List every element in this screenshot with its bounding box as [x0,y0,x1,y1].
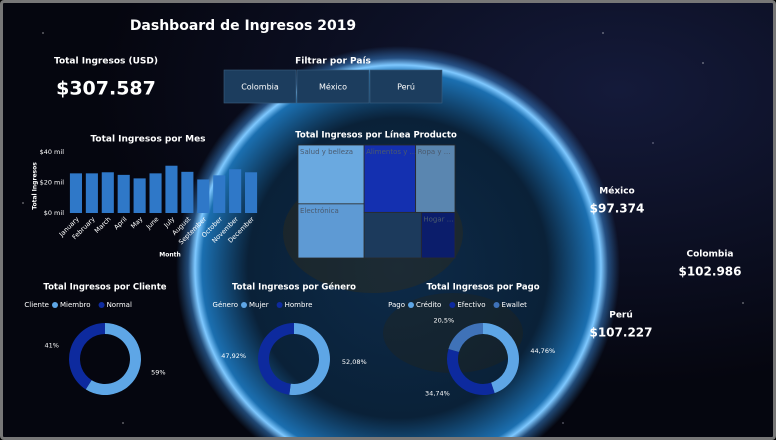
legend-label: Crédito [416,301,441,309]
legend-title: Género [213,301,238,309]
treemap-label: Alimentos y ... [366,148,416,156]
chart-title: Total Ingresos por Cliente [43,283,166,293]
y-tick-label: $0 mil [44,209,64,217]
x-tick-label: March [93,215,113,235]
treemap-tile [297,144,365,205]
legend-label: Normal [107,301,132,309]
legend-label: Efectivo [457,301,485,309]
kpi-label: Total Ingresos (USD) [54,57,158,67]
donut-slice [289,323,331,396]
data-label: 59% [151,368,165,376]
legend-label: Miembro [60,301,91,309]
y-tick-label: $40 mil [40,148,65,156]
treemap-label: Hogar ... [423,215,453,223]
legend-marker [52,302,58,308]
data-label: 44,76% [530,347,555,355]
canvas: Dashboard de Ingresos 2019 Total Ingreso… [24,18,741,398]
kpi-value: $307.587 [56,78,156,100]
bar [69,173,83,213]
legend-marker [449,302,456,308]
legend-marker [493,302,500,308]
chart-title: Total Ingresos por Mes [90,135,205,145]
country-value: $97.374 [590,202,645,216]
donut-slice [447,348,495,396]
x-tick-label: June [144,215,160,231]
filter-button[interactable] [296,69,370,104]
legend-marker [408,302,414,308]
legend-marker [98,302,105,308]
chart-title: Total Ingresos por Línea Producto [295,131,457,141]
bar [197,179,210,213]
treemap-tile [297,203,365,259]
treemap-tile [420,211,456,259]
donut-slice [258,323,294,395]
dashboard-title: Dashboard de Ingresos 2019 [130,18,356,34]
filter-button-label[interactable]: México [319,82,347,92]
donut-slice [85,323,142,395]
donut-slice [69,323,105,390]
treemap-tile [363,211,422,259]
legend-label: Mujer [249,301,269,309]
bar [117,174,130,213]
bar [85,173,98,213]
treemap-tile [363,144,417,213]
bar [244,172,258,213]
data-label: 52,08% [342,358,367,366]
data-label: 34,74% [425,390,450,398]
treemap-tile [415,144,456,213]
bar [213,175,226,213]
legend-marker [241,302,247,308]
chart-title: Total Ingresos por Pago [426,283,539,293]
bar [101,172,114,213]
bar [165,165,178,213]
bar [133,178,146,213]
legend-title: Pago [388,301,405,309]
chart-title: Total Ingresos por Género [232,282,356,293]
treemap-label: Electrónica [300,207,339,215]
treemap-label: Salud y belleza [300,148,353,156]
filter-title: Filtrar por País [295,57,371,67]
donut-slice [448,323,483,353]
data-label: 47,92% [221,352,246,360]
data-label: 20,5% [434,317,455,325]
country-value: $102.986 [678,265,741,279]
filter-button[interactable] [223,69,297,104]
data-label: 41% [44,342,58,350]
city-lights [383,293,523,373]
y-axis-label: Total Ingresos [32,162,39,210]
country-value: $107.227 [589,326,652,340]
legend-title: Cliente [24,301,49,309]
country-name: México [599,186,634,197]
donut-slice [483,322,520,394]
bar [181,171,194,213]
bar [229,169,242,213]
filter-button-label[interactable]: Colombia [241,83,279,92]
country-name: Perú [609,311,633,321]
treemap-label: Ropa y ... [418,148,451,156]
x-tick-label: April [112,215,128,231]
x-axis-label: Month [159,252,181,259]
bar [149,173,162,213]
y-tick-label: $20 mil [40,179,65,187]
x-tick-label: May [129,215,144,230]
filter-button-label[interactable]: Perú [397,83,415,92]
legend-label: Hombre [285,301,313,309]
filter-button[interactable] [369,69,443,104]
legend-label: Ewallet [502,301,528,309]
country-name: Colombia [686,250,733,260]
legend-marker [276,302,283,308]
